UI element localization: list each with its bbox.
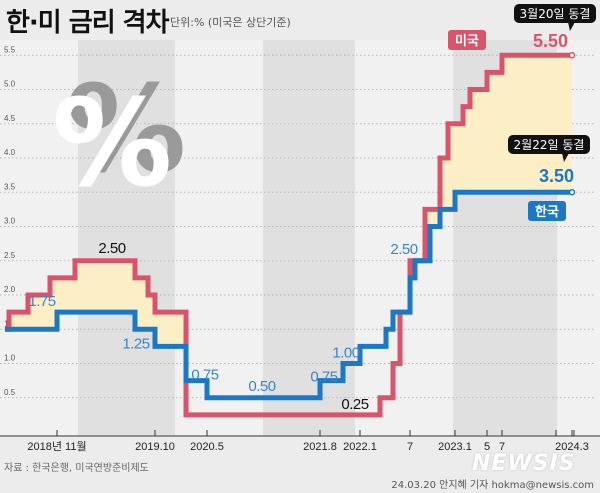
- x-tick-label: 2020.5: [190, 441, 224, 453]
- value-label: 0.75: [310, 369, 337, 386]
- y-tick-label: 3.0: [4, 217, 16, 226]
- gap-fill: [502, 55, 572, 193]
- korea-callout-pointer: [562, 153, 569, 162]
- us-callout: 3월20일 동결: [520, 7, 591, 21]
- gap-fill: [28, 295, 50, 330]
- gap-fill: [487, 72, 502, 193]
- y-tick-label: 3.5: [4, 182, 16, 191]
- us-end-value: 5.50: [533, 31, 568, 51]
- end-point-marker: [568, 52, 576, 59]
- credit-text: 24.03.20 안지혜 기자 hokma@newsis.com: [391, 480, 594, 491]
- x-tick-label: 2018년 11월: [27, 440, 86, 453]
- korea-badge: 한국: [535, 204, 559, 220]
- us-callout-pointer: [568, 22, 575, 31]
- gap-fill: [57, 277, 75, 313]
- x-tick-label: 2019.10: [135, 441, 175, 453]
- y-tick-label: 1.0: [4, 354, 16, 363]
- gap-fill: [155, 312, 186, 347]
- gap-fill: [463, 106, 470, 193]
- series-line-us: [5, 52, 572, 418]
- value-label: 2.50: [390, 241, 417, 258]
- y-tick-label: 2.0: [4, 285, 16, 294]
- us-badge-bg: [448, 30, 486, 50]
- series-line-korea: [5, 189, 572, 401]
- gap-fill: [50, 277, 57, 330]
- us-badge: 미국: [455, 33, 479, 49]
- value-label: 0.75: [191, 367, 218, 384]
- value-label: 2.50: [98, 240, 125, 257]
- unit-subtitle: 단위:% (미국은 상단기준): [170, 16, 291, 29]
- gap-fill: [440, 158, 448, 210]
- x-tick-label: 2024.3: [555, 441, 589, 453]
- end-point-marker: [568, 189, 576, 196]
- x-tick-label: 7: [499, 441, 505, 453]
- korea-badge-bg: [528, 201, 566, 221]
- year-band: [263, 40, 355, 435]
- gap-fill: [148, 295, 155, 330]
- gap-fill: [135, 277, 148, 330]
- year-band: [78, 40, 175, 435]
- x-tick-label: 2023.1: [438, 441, 472, 453]
- y-tick-label: 4.5: [4, 114, 16, 123]
- gap-fill: [430, 209, 440, 227]
- value-label: 1.75: [28, 293, 55, 310]
- us-callout-bg: [514, 4, 596, 23]
- x-tick-label: 7: [407, 441, 413, 453]
- y-tick-label: 0.5: [4, 388, 16, 397]
- newsis-logo: NEWSIS: [472, 451, 576, 476]
- korea-callout-bg: [508, 135, 590, 154]
- gap-fill: [470, 89, 487, 193]
- page-title: 한·미 금리 격차: [6, 8, 170, 38]
- value-label: 1.25: [122, 335, 149, 352]
- percent-graphic: %: [52, 75, 172, 214]
- korea-callout: 2월22일 동결: [514, 138, 585, 152]
- value-label: 1.00: [332, 345, 359, 362]
- x-tick-label: 5: [484, 441, 490, 453]
- y-tick-label: 5.0: [4, 80, 16, 89]
- source-text: 자료 : 한국은행, 미국연방준비제도: [4, 463, 149, 474]
- y-tick-label: 4.0: [4, 148, 16, 157]
- y-tick-label: 5.5: [4, 45, 16, 54]
- korea-end-value: 3.50: [539, 166, 574, 186]
- value-label: 0.25: [341, 396, 368, 413]
- y-tick-label: 2.5: [4, 251, 16, 260]
- gap-fill: [75, 260, 135, 313]
- x-tick-label: 2021.8: [303, 441, 337, 453]
- value-label: 0.50: [248, 378, 275, 395]
- gap-fill: [448, 123, 455, 210]
- gap-fill: [9, 312, 28, 330]
- gap-fill: [455, 123, 463, 193]
- x-tick-label: 2022.1: [343, 441, 377, 453]
